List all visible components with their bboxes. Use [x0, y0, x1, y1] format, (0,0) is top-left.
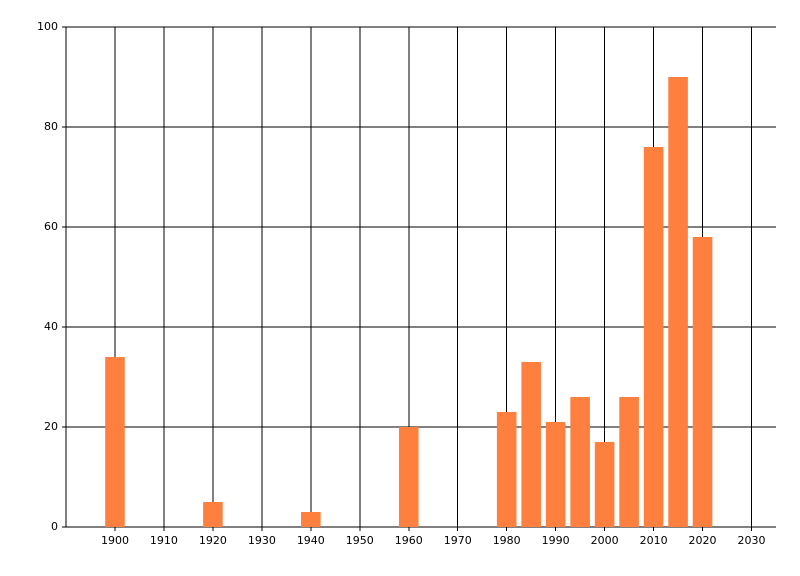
x-tick-label: 2030 [738, 534, 766, 547]
y-tick-label: 20 [44, 420, 58, 433]
bar [521, 362, 541, 527]
bar [692, 237, 713, 527]
y-tick-label: 100 [37, 20, 58, 33]
x-tick-label: 2000 [591, 534, 619, 547]
bar [545, 422, 566, 527]
x-tick-label: 1960 [395, 534, 423, 547]
x-tick-label: 1910 [150, 534, 178, 547]
bar [301, 512, 321, 527]
x-tick-label: 1930 [248, 534, 276, 547]
bar [570, 397, 590, 527]
bar [105, 357, 125, 527]
x-tick-label: 1940 [297, 534, 325, 547]
x-tick-label: 1920 [199, 534, 227, 547]
y-tick-label: 60 [44, 220, 58, 233]
bar [668, 77, 688, 527]
x-tick-label: 2010 [640, 534, 668, 547]
y-tick-label: 80 [44, 120, 58, 133]
x-tick-label: 2020 [689, 534, 717, 547]
bar [496, 412, 517, 527]
x-tick-label: 1990 [542, 534, 570, 547]
x-tick-label: 1970 [444, 534, 472, 547]
bar [398, 427, 419, 527]
y-tick-label: 40 [44, 320, 58, 333]
bar [619, 397, 639, 527]
bar [203, 502, 223, 527]
bar [594, 442, 615, 527]
x-tick-label: 1900 [101, 534, 129, 547]
y-tick-label: 0 [51, 520, 58, 533]
x-tick-label: 1950 [346, 534, 374, 547]
x-tick-label: 1980 [493, 534, 521, 547]
bar [643, 147, 664, 527]
